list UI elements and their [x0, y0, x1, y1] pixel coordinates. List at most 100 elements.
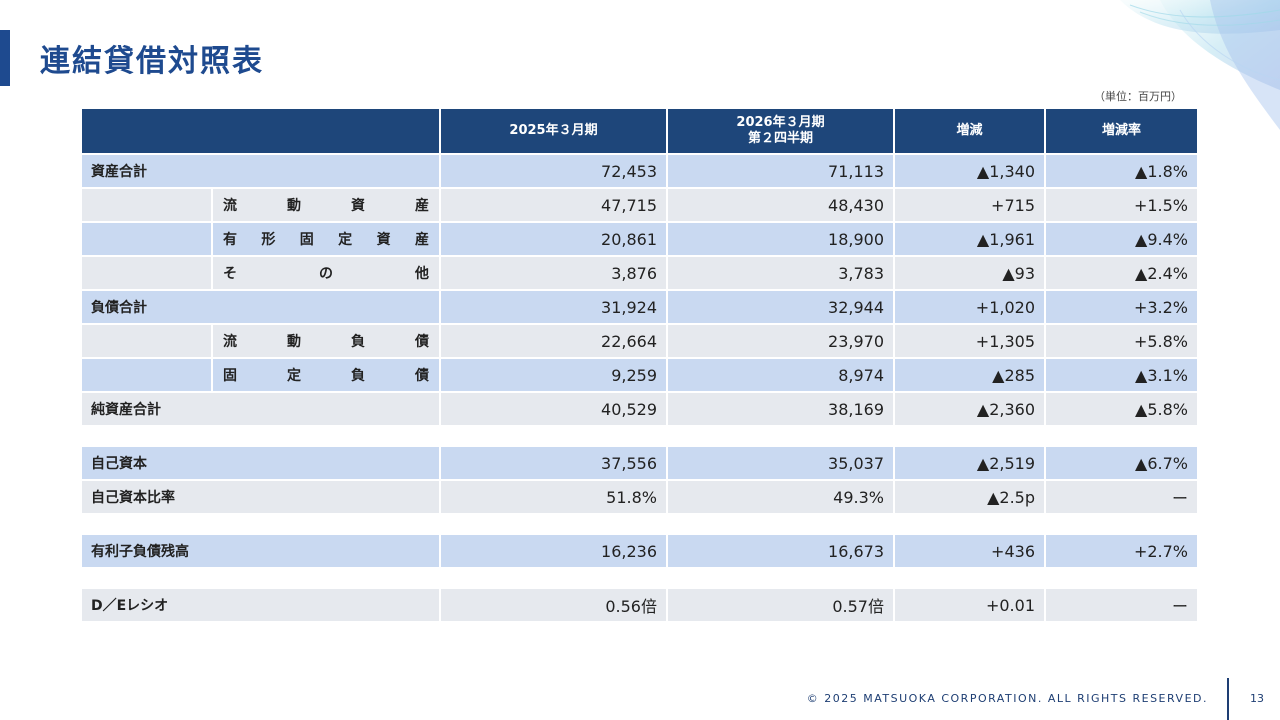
- value-change: ▲93: [895, 257, 1046, 291]
- value-current: 38,169: [668, 393, 895, 427]
- value-change-rate: ー: [1046, 589, 1197, 623]
- table-row: そ の 他 3,876 3,783 ▲93 ▲2.4%: [82, 257, 1197, 291]
- value-change-rate: ▲5.8%: [1046, 393, 1197, 427]
- sublabel-char: 形: [261, 232, 276, 248]
- sublabel-char: 定: [287, 368, 301, 384]
- header-current-period-line2: 第２四半期: [747, 131, 813, 146]
- value-change: ▲285: [895, 359, 1046, 393]
- sublabel-char: 他: [415, 266, 429, 282]
- row-label: 自己資本: [82, 447, 441, 481]
- row-gap: [82, 427, 1197, 447]
- value-prev: 3,876: [441, 257, 668, 291]
- table-row: 負債合計 31,924 32,944 +1,020 +3.2%: [82, 291, 1197, 325]
- value-current: 71,113: [668, 155, 895, 189]
- indent-cell: [82, 189, 213, 223]
- value-current: 18,900: [668, 223, 895, 257]
- indent-cell: [82, 359, 213, 393]
- sublabel-char: 負: [351, 368, 365, 384]
- value-prev: 51.8%: [441, 481, 668, 515]
- table-row: 固 定 負 債 9,259 8,974 ▲285 ▲3.1%: [82, 359, 1197, 393]
- table-header-row: 2025年３月期 2026年３月期 第２四半期 増減 増減率: [82, 109, 1197, 155]
- page-title: 連結貸借対照表: [40, 44, 264, 79]
- value-current: 35,037: [668, 447, 895, 481]
- sublabel-char: 動: [287, 334, 301, 350]
- value-prev: 22,664: [441, 325, 668, 359]
- sublabel-char: 負: [351, 334, 365, 350]
- header-change: 増減: [895, 109, 1046, 155]
- header-blank: [82, 109, 441, 155]
- value-change: +1,020: [895, 291, 1046, 325]
- value-change-rate: ー: [1046, 481, 1197, 515]
- indent-cell: [82, 257, 213, 291]
- value-prev: 72,453: [441, 155, 668, 189]
- page-number: 13: [1250, 692, 1264, 705]
- value-change: +0.01: [895, 589, 1046, 623]
- sublabel-char: 定: [338, 232, 353, 248]
- row-sublabel: そ の 他: [213, 257, 441, 291]
- table-row: 純資産合計 40,529 38,169 ▲2,360 ▲5.8%: [82, 393, 1197, 427]
- value-change-rate: +2.7%: [1046, 535, 1197, 569]
- value-prev: 40,529: [441, 393, 668, 427]
- unit-note: （単位：百万円）: [1094, 90, 1182, 103]
- table-row: 流 動 資 産 47,715 48,430 +715 +1.5%: [82, 189, 1197, 223]
- row-label: 純資産合計: [82, 393, 441, 427]
- sublabel-char: そ: [223, 266, 237, 282]
- value-prev: 31,924: [441, 291, 668, 325]
- sublabel-char: 資: [351, 198, 365, 214]
- value-change: +436: [895, 535, 1046, 569]
- value-change: ▲1,340: [895, 155, 1046, 189]
- table-row: 資産合計 72,453 71,113 ▲1,340 ▲1.8%: [82, 155, 1197, 189]
- balance-sheet-table: 2025年３月期 2026年３月期 第２四半期 増減 増減率 資産合計 72,4…: [82, 109, 1197, 623]
- row-gap: [82, 515, 1197, 535]
- value-change: ▲2,360: [895, 393, 1046, 427]
- row-sublabel: 有 形 固 定 資 産: [213, 223, 441, 257]
- table-row: 自己資本比率 51.8% 49.3% ▲2.5p ー: [82, 481, 1197, 515]
- indent-cell: [82, 223, 213, 257]
- title-accent-bar: [0, 30, 10, 86]
- table-row: 自己資本 37,556 35,037 ▲2,519 ▲6.7%: [82, 447, 1197, 481]
- value-prev: 47,715: [441, 189, 668, 223]
- value-change-rate: ▲1.8%: [1046, 155, 1197, 189]
- sublabel-char: 債: [415, 334, 429, 350]
- header-current-period-line1: 2026年３月期: [736, 114, 825, 130]
- indent-cell: [82, 325, 213, 359]
- row-sublabel: 流 動 資 産: [213, 189, 441, 223]
- value-change-rate: +3.2%: [1046, 291, 1197, 325]
- row-label: 負債合計: [82, 291, 441, 325]
- header-current-period: 2026年３月期 第２四半期: [668, 109, 895, 155]
- value-current: 49.3%: [668, 481, 895, 515]
- row-sublabel: 流 動 負 債: [213, 325, 441, 359]
- sublabel-char: 固: [223, 368, 237, 384]
- table-row: 流 動 負 債 22,664 23,970 +1,305 +5.8%: [82, 325, 1197, 359]
- value-change-rate: ▲2.4%: [1046, 257, 1197, 291]
- copyright: © 2025 MATSUOKA CORPORATION. ALL RIGHTS …: [806, 692, 1208, 705]
- value-change-rate: ▲6.7%: [1046, 447, 1197, 481]
- decorative-wave: [1060, 0, 1280, 130]
- value-current: 16,673: [668, 535, 895, 569]
- row-label: 有利子負債残高: [82, 535, 441, 569]
- value-change: +1,305: [895, 325, 1046, 359]
- value-current: 32,944: [668, 291, 895, 325]
- header-prev-period: 2025年３月期: [441, 109, 668, 155]
- value-change-rate: +5.8%: [1046, 325, 1197, 359]
- sublabel-char: 流: [223, 198, 237, 214]
- table-row: 有利子負債残高 16,236 16,673 +436 +2.7%: [82, 535, 1197, 569]
- sublabel-char: 産: [414, 232, 429, 248]
- row-label: D／Eレシオ: [82, 589, 441, 623]
- table-row: 有 形 固 定 資 産 20,861 18,900 ▲1,961 ▲9.4%: [82, 223, 1197, 257]
- value-change: +715: [895, 189, 1046, 223]
- value-current: 48,430: [668, 189, 895, 223]
- sublabel-char: 産: [415, 198, 429, 214]
- value-current: 8,974: [668, 359, 895, 393]
- value-current: 23,970: [668, 325, 895, 359]
- sublabel-char: 動: [287, 198, 301, 214]
- value-current: 3,783: [668, 257, 895, 291]
- table-row: D／Eレシオ 0.56倍 0.57倍 +0.01 ー: [82, 589, 1197, 623]
- value-change: ▲2.5p: [895, 481, 1046, 515]
- header-change-rate: 増減率: [1046, 109, 1197, 155]
- sublabel-char: 有: [223, 232, 237, 248]
- value-prev: 0.56倍: [441, 589, 668, 623]
- value-change-rate: ▲9.4%: [1046, 223, 1197, 257]
- value-prev: 9,259: [441, 359, 668, 393]
- value-change: ▲2,519: [895, 447, 1046, 481]
